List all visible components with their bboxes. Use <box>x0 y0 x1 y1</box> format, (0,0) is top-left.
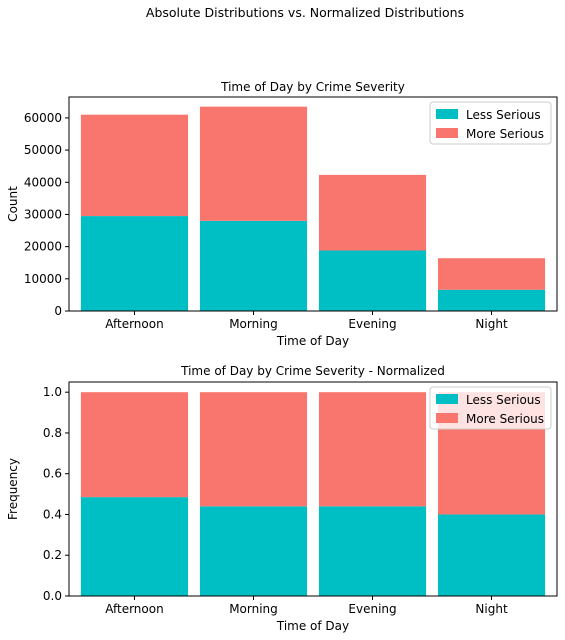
legend-label-less-serious: Less Serious <box>466 393 541 407</box>
bar-less-serious-evening <box>318 250 427 311</box>
bar-more-serious-morning <box>199 106 308 221</box>
y-tick-label: 50000 <box>24 143 62 157</box>
legend-swatch-less-serious <box>436 109 458 119</box>
legend-label-less-serious: Less Serious <box>466 108 541 122</box>
bar-less-serious-evening <box>318 506 427 596</box>
legend-swatch-less-serious <box>436 394 458 404</box>
x-tick-label: Morning <box>229 317 278 331</box>
legend-swatch-more-serious <box>436 413 458 423</box>
bar-more-serious-afternoon <box>80 392 189 498</box>
legend-box <box>429 386 552 430</box>
y-tick-label: 60000 <box>24 111 62 125</box>
x-tick-label: Night <box>475 602 508 616</box>
x-axis-label: Time of Day <box>276 619 349 633</box>
plot-frame <box>68 96 558 312</box>
y-tick-label: 40000 <box>24 175 62 189</box>
x-axis-label: Time of Day <box>276 334 349 348</box>
x-tick-label: Afternoon <box>105 317 164 331</box>
chart-title: Time of Day by Crime Severity <box>220 80 405 94</box>
bar-more-serious-morning <box>199 392 308 507</box>
bar-less-serious-afternoon <box>80 216 189 311</box>
bar-less-serious-night <box>437 514 546 596</box>
x-tick-label: Evening <box>348 602 396 616</box>
y-tick-label: 1.0 <box>43 385 62 399</box>
bar-less-serious-morning <box>199 220 308 311</box>
y-tick-label: 20000 <box>24 240 62 254</box>
bar-more-serious-evening <box>318 174 427 251</box>
x-tick-label: Morning <box>229 602 278 616</box>
chart-normalized: Time of Day by Crime Severity - Normaliz… <box>6 364 558 633</box>
chart-absolute: Time of Day by Crime Severity 0 10000 20000… <box>6 80 558 348</box>
legend-box <box>429 101 552 145</box>
bar-more-serious-night <box>437 258 546 290</box>
legend-label-more-serious: More Serious <box>466 127 544 141</box>
chart-title: Time of Day by Crime Severity - Normaliz… <box>180 364 445 378</box>
plot-frame <box>68 381 558 597</box>
x-tick-label: Evening <box>348 317 396 331</box>
y-axis-label: Frequency <box>6 458 20 520</box>
y-tick-label: 0.2 <box>43 548 62 562</box>
y-axis-label: Count <box>6 186 20 222</box>
bar-less-serious-night <box>437 289 546 311</box>
figure-title: Absolute Distributions vs. Normalized Di… <box>146 5 464 20</box>
legend-label-more-serious: More Serious <box>466 412 544 426</box>
legend-swatch-more-serious <box>436 128 458 138</box>
x-tick-label: Night <box>475 317 508 331</box>
y-tick-label: 0.8 <box>43 426 62 440</box>
y-tick-label: 10000 <box>24 272 62 286</box>
x-tick-label: Afternoon <box>105 602 164 616</box>
y-tick-label: 30000 <box>24 207 62 221</box>
bar-less-serious-afternoon <box>80 497 189 596</box>
bar-more-serious-evening <box>318 392 427 507</box>
y-tick-label: 0.0 <box>43 589 62 603</box>
y-tick-label: 0.4 <box>43 507 62 521</box>
bar-less-serious-morning <box>199 506 308 596</box>
y-tick-label: 0.6 <box>43 467 62 481</box>
bar-more-serious-afternoon <box>80 114 189 217</box>
y-tick-label: 0 <box>54 304 62 318</box>
